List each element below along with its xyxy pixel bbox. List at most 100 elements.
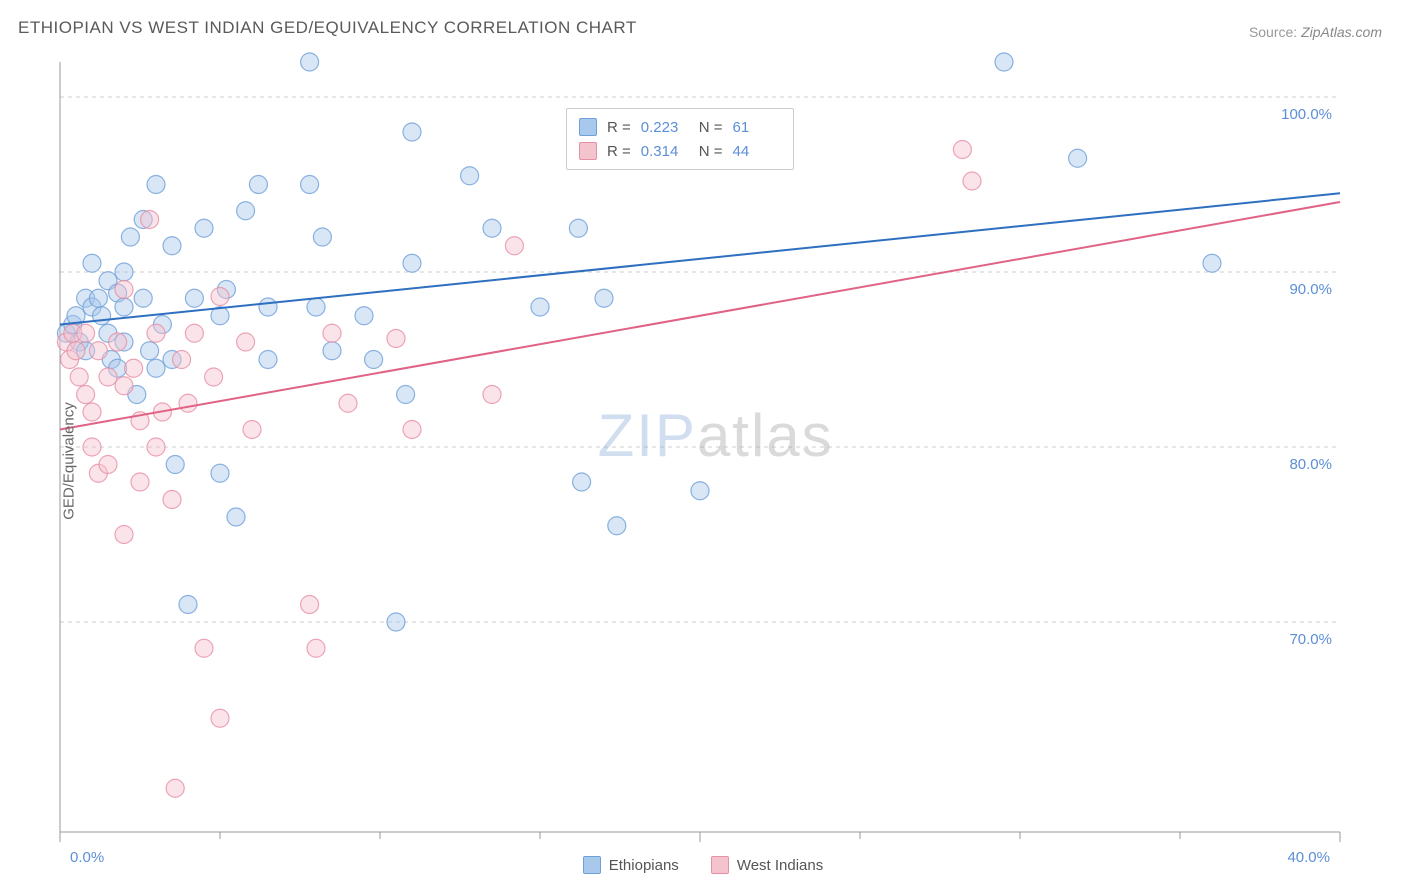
data-point	[387, 330, 405, 348]
data-point	[461, 167, 479, 185]
data-point	[83, 254, 101, 272]
chart-source: Source: ZipAtlas.com	[1249, 24, 1382, 40]
data-point	[403, 254, 421, 272]
legend-item: West Indians	[711, 856, 823, 874]
data-point	[237, 333, 255, 351]
data-point	[365, 351, 383, 369]
data-point	[483, 219, 501, 237]
scatter-chart: 70.0%80.0%90.0%100.0%0.0%40.0%	[18, 48, 1388, 874]
data-point	[307, 298, 325, 316]
data-point	[301, 596, 319, 614]
data-point	[259, 351, 277, 369]
data-point	[166, 779, 184, 797]
data-point	[131, 473, 149, 491]
data-point	[163, 237, 181, 255]
data-point	[323, 324, 341, 342]
data-point	[211, 288, 229, 306]
legend-item: Ethiopians	[583, 856, 679, 874]
data-point	[147, 359, 165, 377]
data-point	[115, 377, 133, 395]
legend-label: Ethiopians	[609, 857, 679, 874]
y-axis-label: GED/Equivalency	[60, 402, 77, 520]
legend-r-value: 0.223	[641, 119, 689, 136]
correlation-legend: R =0.223N =61R =0.314N =44	[566, 108, 794, 170]
data-point	[185, 324, 203, 342]
data-point	[249, 176, 267, 194]
data-point	[89, 289, 107, 307]
data-point	[227, 508, 245, 526]
legend-swatch	[711, 856, 729, 874]
legend-label: West Indians	[737, 857, 823, 874]
data-point	[125, 359, 143, 377]
data-point	[323, 342, 341, 360]
data-point	[70, 368, 88, 386]
data-point	[173, 351, 191, 369]
data-point	[99, 456, 117, 474]
legend-swatch	[579, 142, 597, 160]
data-point	[595, 289, 613, 307]
legend-r-value: 0.314	[641, 143, 689, 160]
data-point	[179, 596, 197, 614]
data-point	[93, 307, 111, 325]
data-point	[141, 211, 159, 229]
data-point	[99, 368, 117, 386]
legend-row: R =0.223N =61	[579, 115, 781, 139]
data-point	[237, 202, 255, 220]
data-point	[1069, 149, 1087, 167]
legend-r-label: R =	[607, 119, 631, 136]
data-point	[243, 421, 261, 439]
data-point	[89, 342, 107, 360]
source-label: Source:	[1249, 24, 1297, 40]
data-point	[259, 298, 277, 316]
data-point	[387, 613, 405, 631]
data-point	[1203, 254, 1221, 272]
data-point	[147, 176, 165, 194]
data-point	[995, 53, 1013, 71]
data-point	[403, 123, 421, 141]
y-tick-label: 80.0%	[1289, 456, 1332, 473]
data-point	[109, 333, 127, 351]
series-legend: Ethiopians West Indians	[18, 856, 1388, 874]
data-point	[355, 307, 373, 325]
data-point	[397, 386, 415, 404]
data-point	[77, 324, 95, 342]
data-point	[608, 517, 626, 535]
trend-line	[60, 202, 1340, 430]
data-point	[573, 473, 591, 491]
y-tick-label: 100.0%	[1281, 106, 1332, 123]
source-value: ZipAtlas.com	[1301, 24, 1382, 40]
data-point	[301, 176, 319, 194]
data-point	[115, 526, 133, 544]
data-point	[147, 324, 165, 342]
data-point	[121, 228, 139, 246]
data-point	[307, 639, 325, 657]
chart-title: ETHIOPIAN VS WEST INDIAN GED/EQUIVALENCY…	[18, 18, 637, 38]
data-point	[403, 421, 421, 439]
legend-row: R =0.314N =44	[579, 139, 781, 163]
legend-n-label: N =	[699, 143, 723, 160]
data-point	[166, 456, 184, 474]
data-point	[163, 491, 181, 509]
data-point	[195, 219, 213, 237]
legend-swatch	[583, 856, 601, 874]
data-point	[147, 438, 165, 456]
y-tick-label: 70.0%	[1289, 631, 1332, 648]
data-point	[115, 263, 133, 281]
data-point	[339, 394, 357, 412]
data-point	[569, 219, 587, 237]
chart-area: GED/Equivalency 70.0%80.0%90.0%100.0%0.0…	[18, 48, 1388, 874]
data-point	[691, 482, 709, 500]
data-point	[77, 386, 95, 404]
data-point	[115, 281, 133, 299]
data-point	[963, 172, 981, 190]
legend-r-label: R =	[607, 143, 631, 160]
data-point	[505, 237, 523, 255]
data-point	[115, 298, 133, 316]
data-point	[141, 342, 159, 360]
data-point	[953, 141, 971, 159]
data-point	[195, 639, 213, 657]
legend-n-label: N =	[699, 119, 723, 136]
data-point	[531, 298, 549, 316]
y-tick-label: 90.0%	[1289, 281, 1332, 298]
data-point	[185, 289, 203, 307]
